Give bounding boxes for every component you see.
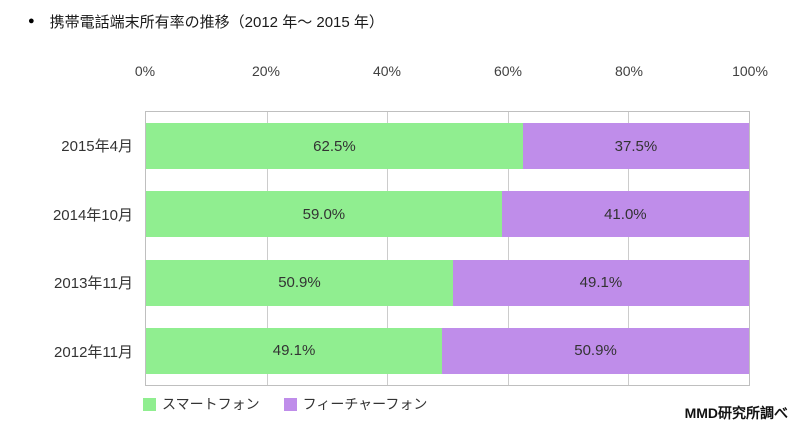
value-label: 50.9%: [278, 274, 321, 292]
category-label: 2013年11月: [54, 275, 133, 293]
bar-segment-featurephone: 37.5%: [522, 123, 749, 170]
x-axis-tick: 80%: [614, 63, 644, 79]
bar-row: 49.1% 50.9%: [146, 317, 749, 385]
bar-row: 50.9% 49.1%: [146, 249, 749, 317]
bar-rows: 62.5% 37.5% 59.0% 41.0% 50.9% 49.1% 49.1% 50.9%: [146, 112, 749, 385]
value-label: 49.1%: [272, 342, 316, 360]
value-label: 50.9%: [574, 342, 617, 360]
x-axis-tick: 0%: [134, 63, 156, 79]
value-label: 49.1%: [579, 274, 623, 292]
bar-segment-featurephone: 49.1%: [452, 259, 749, 306]
value-label: 59.0%: [302, 205, 346, 223]
value-label: 37.5%: [614, 137, 658, 155]
bar-row: 59.0% 41.0%: [146, 180, 749, 248]
gridline: [507, 112, 509, 385]
legend-swatch-featurephone: [283, 397, 297, 411]
bar-segment-smartphone: 62.5%: [146, 123, 523, 170]
stacked-bar: 49.1% 50.9%: [146, 327, 749, 374]
x-axis: 0% 20% 40% 60% 80% 100%: [135, 63, 768, 83]
stacked-bar: 62.5% 37.5%: [146, 123, 749, 170]
x-axis-tick: 20%: [251, 63, 281, 79]
gridline: [266, 112, 268, 385]
x-axis-tick: 60%: [493, 63, 523, 79]
category-labels: 2015年4月 2014年10月 2013年11月 2012年11月: [0, 111, 133, 386]
legend-item-smartphone: スマートフォン: [143, 394, 260, 414]
legend-item-featurephone: フィーチャーフォン: [283, 394, 428, 414]
bar-segment-featurephone: 50.9%: [442, 327, 749, 374]
stacked-bar: 50.9% 49.1%: [146, 259, 749, 306]
plot-area: 62.5% 37.5% 59.0% 41.0% 50.9% 49.1% 49.1% 50.9%: [145, 111, 750, 386]
gridlines: [146, 112, 749, 385]
bar-segment-smartphone: 50.9%: [146, 259, 453, 306]
chart-title-row: ● 携帯電話端末所有率の推移（2012 年～ 2015 年）: [28, 11, 384, 32]
category-label: 2014年10月: [52, 206, 133, 224]
value-label: 41.0%: [604, 205, 647, 223]
bullet-icon: ●: [28, 15, 35, 27]
x-axis-tick: 40%: [372, 63, 402, 79]
category-label: 2012年11月: [54, 344, 133, 362]
bar-segment-featurephone: 41.0%: [501, 191, 749, 238]
chart-title: 携帯電話端末所有率の推移（2012 年～ 2015 年）: [49, 14, 384, 31]
legend-swatch-smartphone: [143, 397, 156, 411]
value-label: 62.5%: [313, 137, 356, 155]
legend-label: フィーチャーフォン: [302, 396, 428, 412]
legend: スマートフォン フィーチャーフォン: [143, 394, 427, 414]
bar-segment-smartphone: 49.1%: [146, 327, 443, 374]
x-axis-tick: 100%: [732, 63, 768, 79]
category-label: 2015年4月: [61, 137, 133, 155]
bar-segment-smartphone: 59.0%: [146, 191, 502, 238]
gridline: [628, 112, 630, 385]
source-credit: MMD研究所調べ: [684, 405, 788, 421]
stacked-bar: 59.0% 41.0%: [146, 191, 749, 238]
bar-row: 62.5% 37.5%: [146, 112, 749, 180]
legend-label: スマートフォン: [162, 396, 260, 412]
gridline: [387, 112, 389, 385]
